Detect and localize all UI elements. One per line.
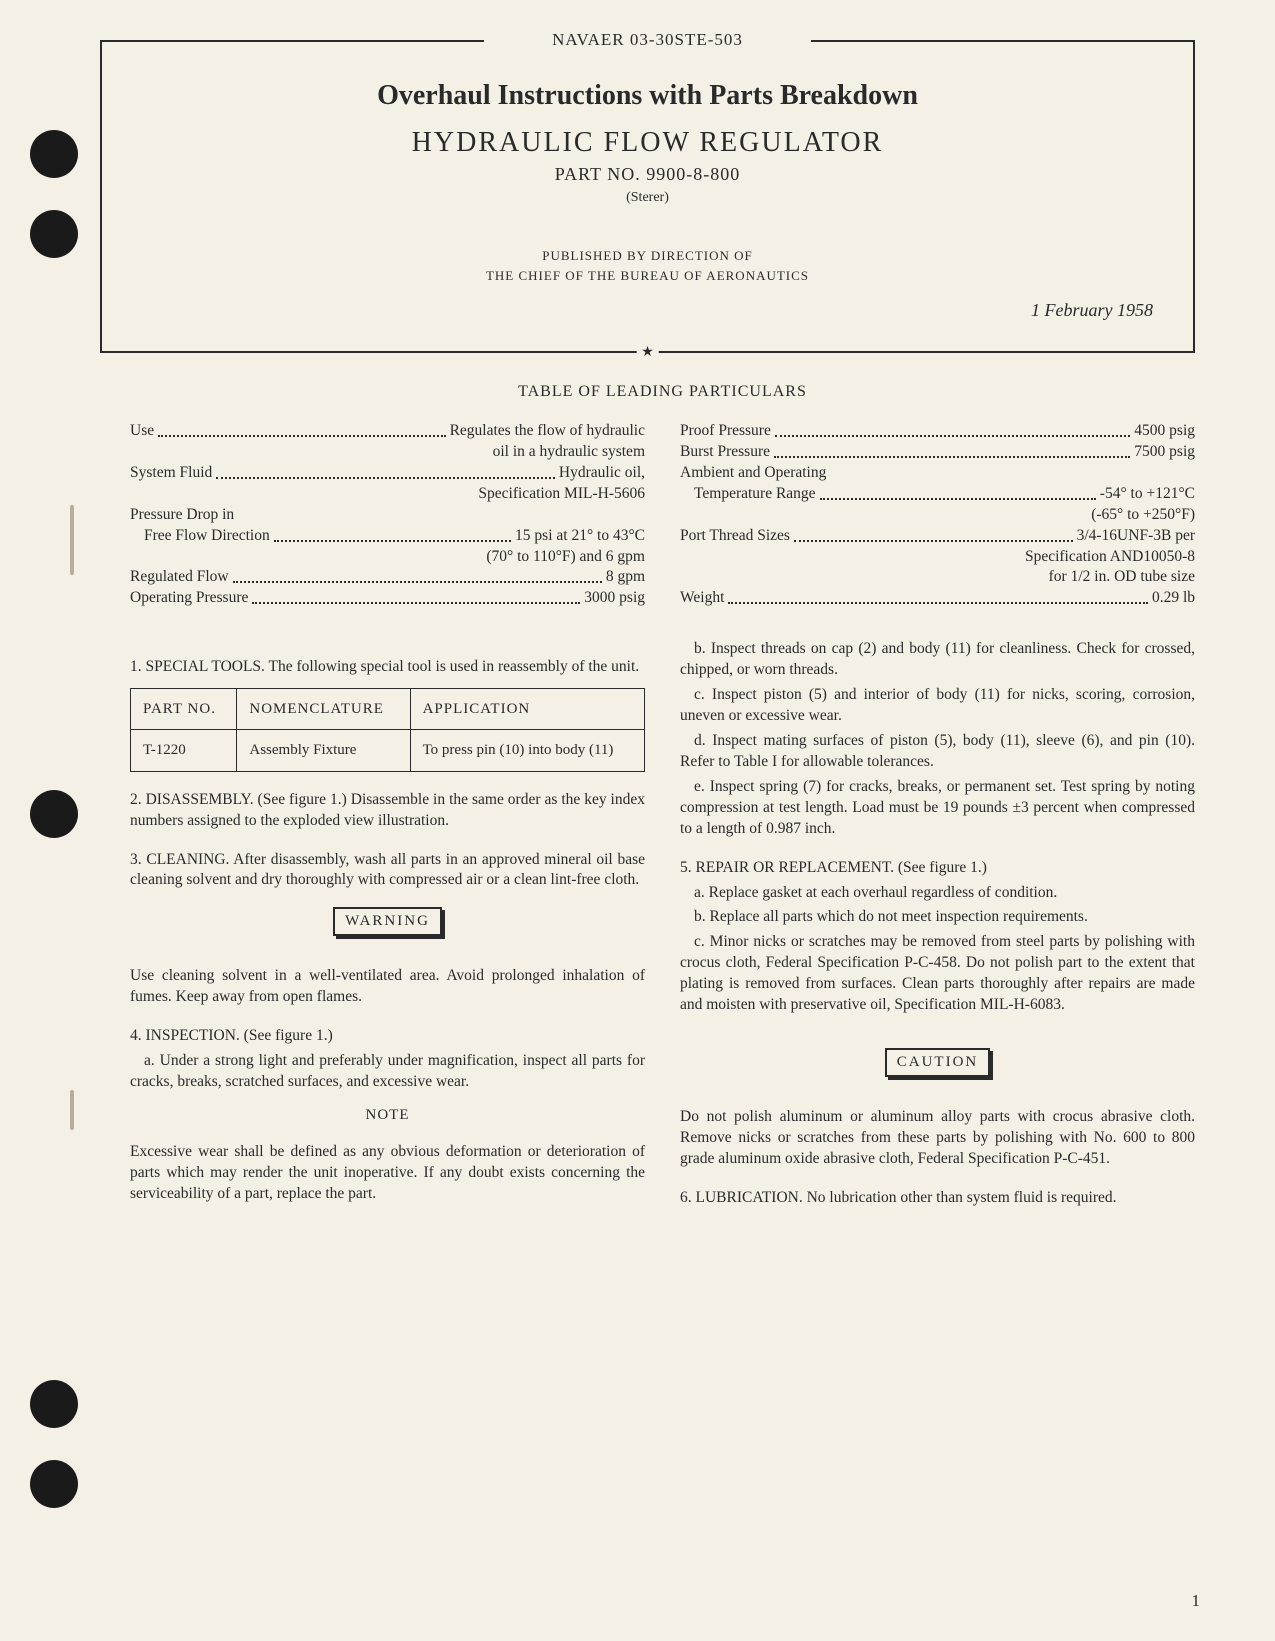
particular-row: Free Flow Direction 15 psi at 21° to 43°C [130, 526, 645, 547]
particular-continuation: (70° to 110°F) and 6 gpm [130, 547, 645, 568]
section-4-lead: 4. INSPECTION. (See figure 1.) [130, 1026, 645, 1047]
note-body: Excessive wear shall be defined as any o… [130, 1142, 645, 1205]
particular-value: 0.29 lb [1152, 588, 1195, 609]
particular-continuation: Specification MIL-H-5606 [130, 484, 645, 505]
particular-continuation: for 1/2 in. OD tube size [680, 567, 1195, 588]
particular-row: System Fluid Hydraulic oil, [130, 463, 645, 484]
section-5b: b. Replace all parts which do not meet i… [680, 907, 1195, 928]
particular-label: Burst Pressure [680, 442, 770, 463]
section-4b: b. Inspect threads on cap (2) and body (… [680, 639, 1195, 681]
table-cell: T-1220 [131, 730, 237, 771]
particular-row: Burst Pressure 7500 psig [680, 442, 1195, 463]
particular-value: 7500 psig [1134, 442, 1195, 463]
section-4e: e. Inspect spring (7) for cracks, breaks… [680, 777, 1195, 840]
particular-row: Temperature Range -54° to +121°C [680, 484, 1195, 505]
special-tools-table: PART NO. NOMENCLATURE APPLICATION T-1220… [130, 688, 645, 772]
particular-value: 3/4-16UNF-3B per [1077, 526, 1195, 547]
particular-value: 4500 psig [1134, 421, 1195, 442]
particular-label: Ambient and Operating [680, 463, 826, 484]
section-2-text: 2. DISASSEMBLY. (See figure 1.) Disassem… [130, 790, 645, 832]
particular-value: -54° to +121°C [1100, 484, 1195, 505]
particulars-right-col: Proof Pressure 4500 psig Burst Pressure 750… [680, 421, 1195, 609]
particular-label: Operating Pressure [130, 588, 248, 609]
published-by: PUBLISHED BY DIRECTION OF THE CHIEF OF T… [142, 246, 1153, 285]
warning-body: Use cleaning solvent in a well-ventilate… [130, 966, 645, 1008]
particular-row: Use Regulates the flow of hydraulic [130, 421, 645, 442]
section-5a: a. Replace gasket at each overhaul regar… [680, 883, 1195, 904]
published-line-2: THE CHIEF OF THE BUREAU OF AERONAUTICS [486, 268, 809, 283]
particular-row: Regulated Flow 8 gpm [130, 567, 645, 588]
section-3-text: 3. CLEANING. After disassembly, wash all… [130, 850, 645, 892]
particular-label: Pressure Drop in [130, 505, 234, 526]
particular-label: Port Thread Sizes [680, 526, 790, 547]
particulars-left-col: Use Regulates the flow of hydraulicoil in… [130, 421, 645, 609]
table-header: PART NO. [131, 689, 237, 730]
particular-continuation: Specification AND10050-8 [680, 547, 1195, 568]
particular-row: Operating Pressure 3000 psig [130, 588, 645, 609]
title-line-1: Overhaul Instructions with Parts Breakdo… [142, 80, 1153, 112]
published-line-1: PUBLISHED BY DIRECTION OF [542, 248, 753, 263]
particular-label: Temperature Range [680, 484, 816, 505]
right-body-col: b. Inspect threads on cap (2) and body (… [680, 639, 1195, 1212]
particulars-heading: TABLE OF LEADING PARTICULARS [130, 383, 1195, 401]
section-1-text: 1. SPECIAL TOOLS. The following special … [130, 657, 645, 678]
title-line-2: HYDRAULIC FLOW REGULATOR [142, 127, 1153, 159]
particular-value: 8 gpm [606, 567, 645, 588]
particular-row: Port Thread Sizes 3/4-16UNF-3B per [680, 526, 1195, 547]
particular-value: Hydraulic oil, [559, 463, 645, 484]
content-area: TABLE OF LEADING PARTICULARS Use Regulate… [130, 383, 1195, 1213]
particular-row: Ambient and Operating [680, 463, 1195, 484]
particular-label: Proof Pressure [680, 421, 771, 442]
document-id: NAVAER 03-30STE-503 [542, 30, 753, 50]
table-header: NOMENCLATURE [237, 689, 410, 730]
particular-label: System Fluid [130, 463, 212, 484]
particular-label: Regulated Flow [130, 567, 229, 588]
particulars-columns: Use Regulates the flow of hydraulicoil in… [130, 421, 1195, 609]
particular-label: Use [130, 421, 154, 442]
warning-label: WARNING [333, 907, 442, 936]
section-4d: d. Inspect mating surfaces of piston (5)… [680, 731, 1195, 773]
particular-row: Proof Pressure 4500 psig [680, 421, 1195, 442]
section-4a: a. Under a strong light and preferably u… [130, 1051, 645, 1093]
particular-continuation: oil in a hydraulic system [130, 442, 645, 463]
body-columns: 1. SPECIAL TOOLS. The following special … [130, 639, 1195, 1212]
table-cell: Assembly Fixture [237, 730, 410, 771]
table-cell: To press pin (10) into body (11) [410, 730, 644, 771]
section-5-lead: 5. REPAIR OR REPLACEMENT. (See figure 1.… [680, 858, 1195, 879]
particular-label: Free Flow Direction [130, 526, 270, 547]
particular-value: 3000 psig [584, 588, 645, 609]
title-block: NAVAER 03-30STE-503 Overhaul Instruction… [100, 40, 1195, 353]
section-6-text: 6. LUBRICATION. No lubrication other tha… [680, 1188, 1195, 1209]
publication-date: 1 February 1958 [142, 300, 1153, 321]
section-5c: c. Minor nicks or scratches may be remov… [680, 932, 1195, 1016]
particular-label: Weight [680, 588, 724, 609]
section-4c: c. Inspect piston (5) and interior of bo… [680, 685, 1195, 727]
page-number: 1 [1192, 1591, 1201, 1611]
note-label: NOTE [130, 1107, 645, 1124]
left-body-col: 1. SPECIAL TOOLS. The following special … [130, 639, 645, 1212]
manufacturer: (Sterer) [142, 190, 1153, 206]
particular-value: 15 psi at 21° to 43°C [515, 526, 645, 547]
caution-label: CAUTION [885, 1048, 991, 1077]
particular-row: Pressure Drop in [130, 505, 645, 526]
caution-body: Do not polish aluminum or aluminum alloy… [680, 1107, 1195, 1170]
particular-continuation: (-65° to +250°F) [680, 505, 1195, 526]
part-number: PART NO. 9900-8-800 [142, 164, 1153, 185]
particular-row: Weight 0.29 lb [680, 588, 1195, 609]
particular-value: Regulates the flow of hydraulic [450, 421, 645, 442]
table-header: APPLICATION [410, 689, 644, 730]
